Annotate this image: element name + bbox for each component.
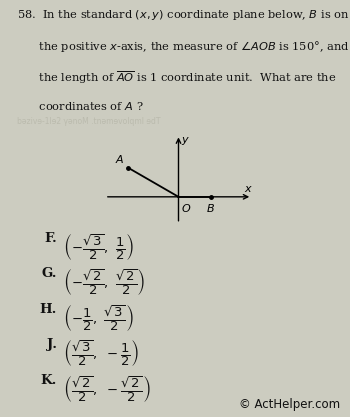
Text: coordinates of $A$ ?: coordinates of $A$ ? — [17, 100, 144, 113]
Text: G.: G. — [41, 267, 57, 280]
Text: the positive $x$-axis, the measure of $\angle AOB$ is 150°, and: the positive $x$-axis, the measure of $\… — [17, 39, 350, 54]
Text: $A$: $A$ — [115, 153, 125, 165]
Text: $y$: $y$ — [181, 135, 190, 147]
Text: $\left(\dfrac{\sqrt{3}}{2},\ -\dfrac{1}{2}\right)$: $\left(\dfrac{\sqrt{3}}{2},\ -\dfrac{1}{… — [63, 338, 139, 368]
Text: $\left(-\dfrac{1}{2},\ \dfrac{\sqrt{3}}{2}\right)$: $\left(-\dfrac{1}{2},\ \dfrac{\sqrt{3}}{… — [63, 303, 134, 333]
Text: $\left(\dfrac{\sqrt{2}}{2},\ -\dfrac{\sqrt{2}}{2}\right)$: $\left(\dfrac{\sqrt{2}}{2},\ -\dfrac{\sq… — [63, 374, 151, 404]
Text: H.: H. — [40, 303, 57, 316]
Text: J.: J. — [47, 338, 57, 351]
Text: $x$: $x$ — [244, 184, 253, 194]
Text: © ActHelper.com: © ActHelper.com — [239, 398, 340, 411]
Text: $\left(-\dfrac{\sqrt{3}}{2},\ \dfrac{1}{2}\right)$: $\left(-\dfrac{\sqrt{3}}{2},\ \dfrac{1}{… — [63, 231, 134, 261]
Text: F.: F. — [44, 231, 57, 245]
Text: K.: K. — [40, 374, 57, 387]
Text: bəzivɘ-1lɘ2 γənoM .tnəmɘvolqmI ɘdT: bəzivɘ-1lɘ2 γənoM .tnəmɘvolqmI ɘdT — [17, 117, 161, 126]
Text: 58.  In the standard $(x,y)$ coordinate plane below, $\mathit{B}$ is on: 58. In the standard $(x,y)$ coordinate p… — [17, 8, 350, 22]
Text: the length of $\overline{AO}$ is 1 coordinate unit.  What are the: the length of $\overline{AO}$ is 1 coord… — [17, 70, 336, 86]
Text: $O$: $O$ — [181, 202, 191, 214]
Text: $B$: $B$ — [206, 202, 215, 214]
Text: $\left(-\dfrac{\sqrt{2}}{2},\ \dfrac{\sqrt{2}}{2}\right)$: $\left(-\dfrac{\sqrt{2}}{2},\ \dfrac{\sq… — [63, 267, 146, 297]
